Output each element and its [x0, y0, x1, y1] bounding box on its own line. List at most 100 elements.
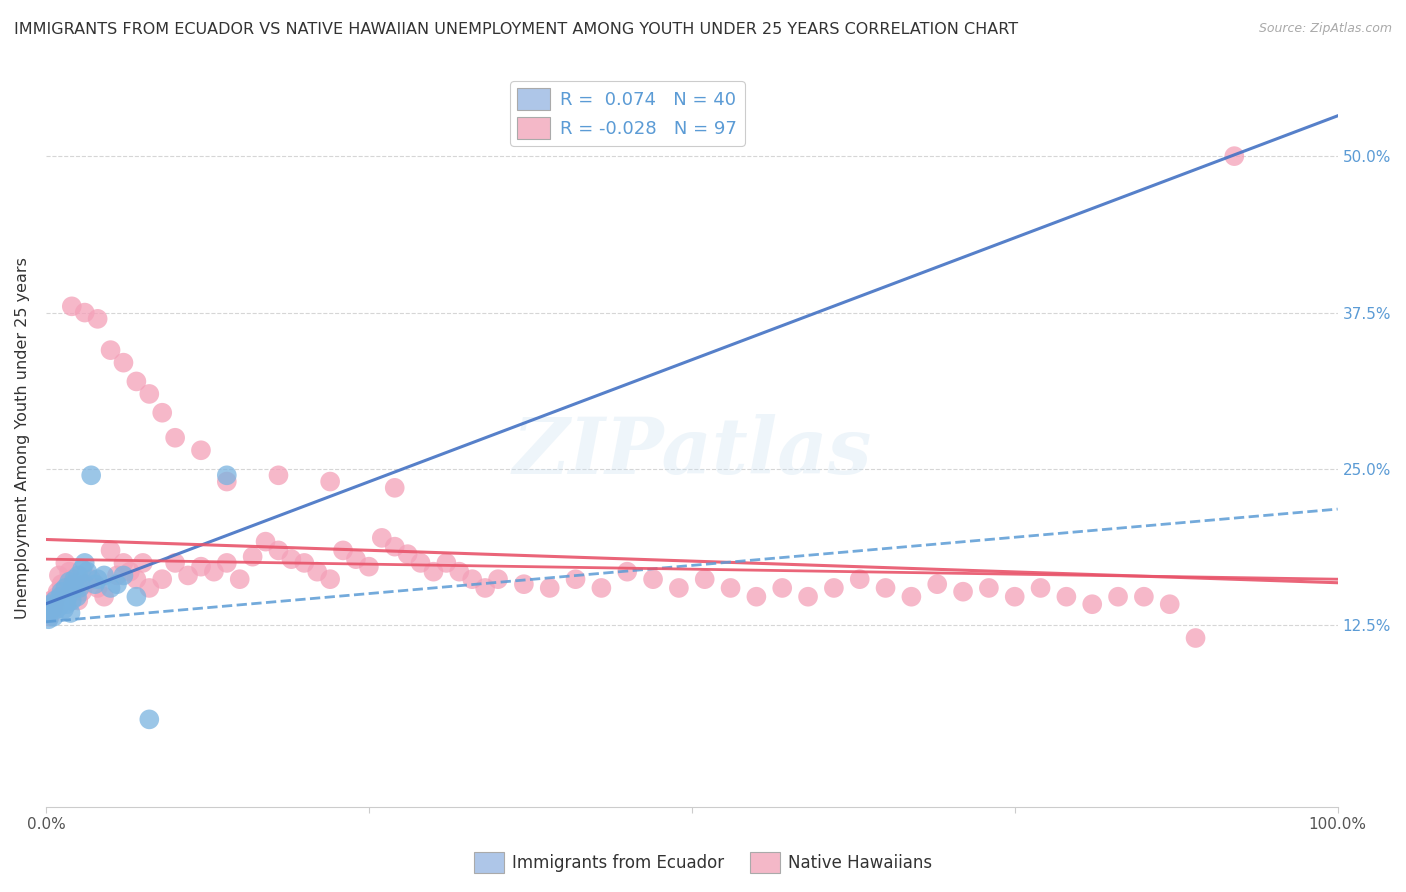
- Point: [70, 574, 93, 589]
- Point: [396, 547, 419, 561]
- Point: [80, 572, 103, 586]
- Point: [409, 556, 432, 570]
- Point: [39, 593, 62, 607]
- Point: [357, 559, 380, 574]
- Point: [616, 565, 638, 579]
- Point: [422, 565, 444, 579]
- Point: [112, 356, 135, 370]
- Point: [823, 581, 845, 595]
- Point: [1029, 581, 1052, 595]
- Point: [112, 556, 135, 570]
- Point: [60, 593, 83, 607]
- Text: Source: ZipAtlas.com: Source: ZipAtlas.com: [1258, 22, 1392, 36]
- Point: [927, 577, 949, 591]
- Point: [190, 443, 212, 458]
- Point: [132, 556, 155, 570]
- Point: [86, 311, 108, 326]
- Point: [45, 590, 67, 604]
- Point: [202, 565, 225, 579]
- Point: [228, 572, 250, 586]
- Point: [720, 581, 742, 595]
- Point: [46, 584, 69, 599]
- Point: [668, 581, 690, 595]
- Point: [37, 606, 59, 620]
- Point: [55, 597, 77, 611]
- Point: [112, 568, 135, 582]
- Point: [70, 562, 93, 576]
- Point: [100, 581, 122, 595]
- Point: [118, 565, 141, 579]
- Point: [150, 572, 173, 586]
- Point: [52, 593, 75, 607]
- Point: [1184, 631, 1206, 645]
- Point: [42, 609, 65, 624]
- Point: [100, 343, 122, 358]
- Point: [67, 568, 90, 582]
- Point: [591, 581, 613, 595]
- Point: [319, 475, 342, 489]
- Point: [900, 590, 922, 604]
- Point: [770, 581, 793, 595]
- Point: [165, 556, 187, 570]
- Point: [1004, 590, 1026, 604]
- Point: [70, 584, 93, 599]
- Point: [461, 572, 484, 586]
- Point: [93, 590, 115, 604]
- Point: [1054, 590, 1077, 604]
- Point: [486, 572, 509, 586]
- Point: [53, 581, 76, 595]
- Point: [63, 572, 86, 586]
- Point: [165, 431, 187, 445]
- Point: [59, 606, 82, 620]
- Point: [332, 543, 354, 558]
- Point: [292, 556, 315, 570]
- Point: [105, 577, 128, 591]
- Y-axis label: Unemployment Among Youth under 25 years: Unemployment Among Youth under 25 years: [15, 257, 30, 619]
- Point: [848, 572, 870, 586]
- Text: IMMIGRANTS FROM ECUADOR VS NATIVE HAWAIIAN UNEMPLOYMENT AMONG YOUTH UNDER 25 YEA: IMMIGRANTS FROM ECUADOR VS NATIVE HAWAII…: [14, 22, 1018, 37]
- Point: [42, 597, 65, 611]
- Point: [138, 581, 160, 595]
- Point: [474, 581, 496, 595]
- Point: [51, 577, 73, 591]
- Point: [46, 597, 69, 611]
- Point: [797, 590, 820, 604]
- Point: [538, 581, 561, 595]
- Point: [53, 602, 76, 616]
- Point: [434, 556, 457, 570]
- Point: [307, 565, 329, 579]
- Point: [125, 590, 148, 604]
- Point: [384, 481, 406, 495]
- Point: [513, 577, 536, 591]
- Point: [86, 572, 108, 586]
- Point: [952, 584, 974, 599]
- Point: [66, 590, 89, 604]
- Point: [58, 565, 80, 579]
- Point: [48, 568, 70, 582]
- Point: [384, 540, 406, 554]
- Point: [80, 468, 103, 483]
- Point: [76, 565, 98, 579]
- Point: [38, 602, 60, 616]
- Point: [105, 568, 128, 582]
- Point: [39, 597, 62, 611]
- Point: [125, 375, 148, 389]
- Point: [177, 568, 200, 582]
- Point: [65, 581, 87, 595]
- Point: [67, 593, 90, 607]
- Point: [977, 581, 1000, 595]
- Legend: R =  0.074   N = 40, R = -0.028   N = 97: R = 0.074 N = 40, R = -0.028 N = 97: [510, 81, 745, 146]
- Point: [49, 590, 72, 604]
- Point: [53, 556, 76, 570]
- Point: [190, 559, 212, 574]
- Point: [150, 406, 173, 420]
- Point: [58, 574, 80, 589]
- Point: [319, 572, 342, 586]
- Point: [84, 577, 107, 591]
- Point: [44, 599, 66, 614]
- Point: [48, 599, 70, 614]
- Point: [371, 531, 394, 545]
- Point: [38, 612, 60, 626]
- Point: [38, 609, 60, 624]
- Point: [564, 572, 586, 586]
